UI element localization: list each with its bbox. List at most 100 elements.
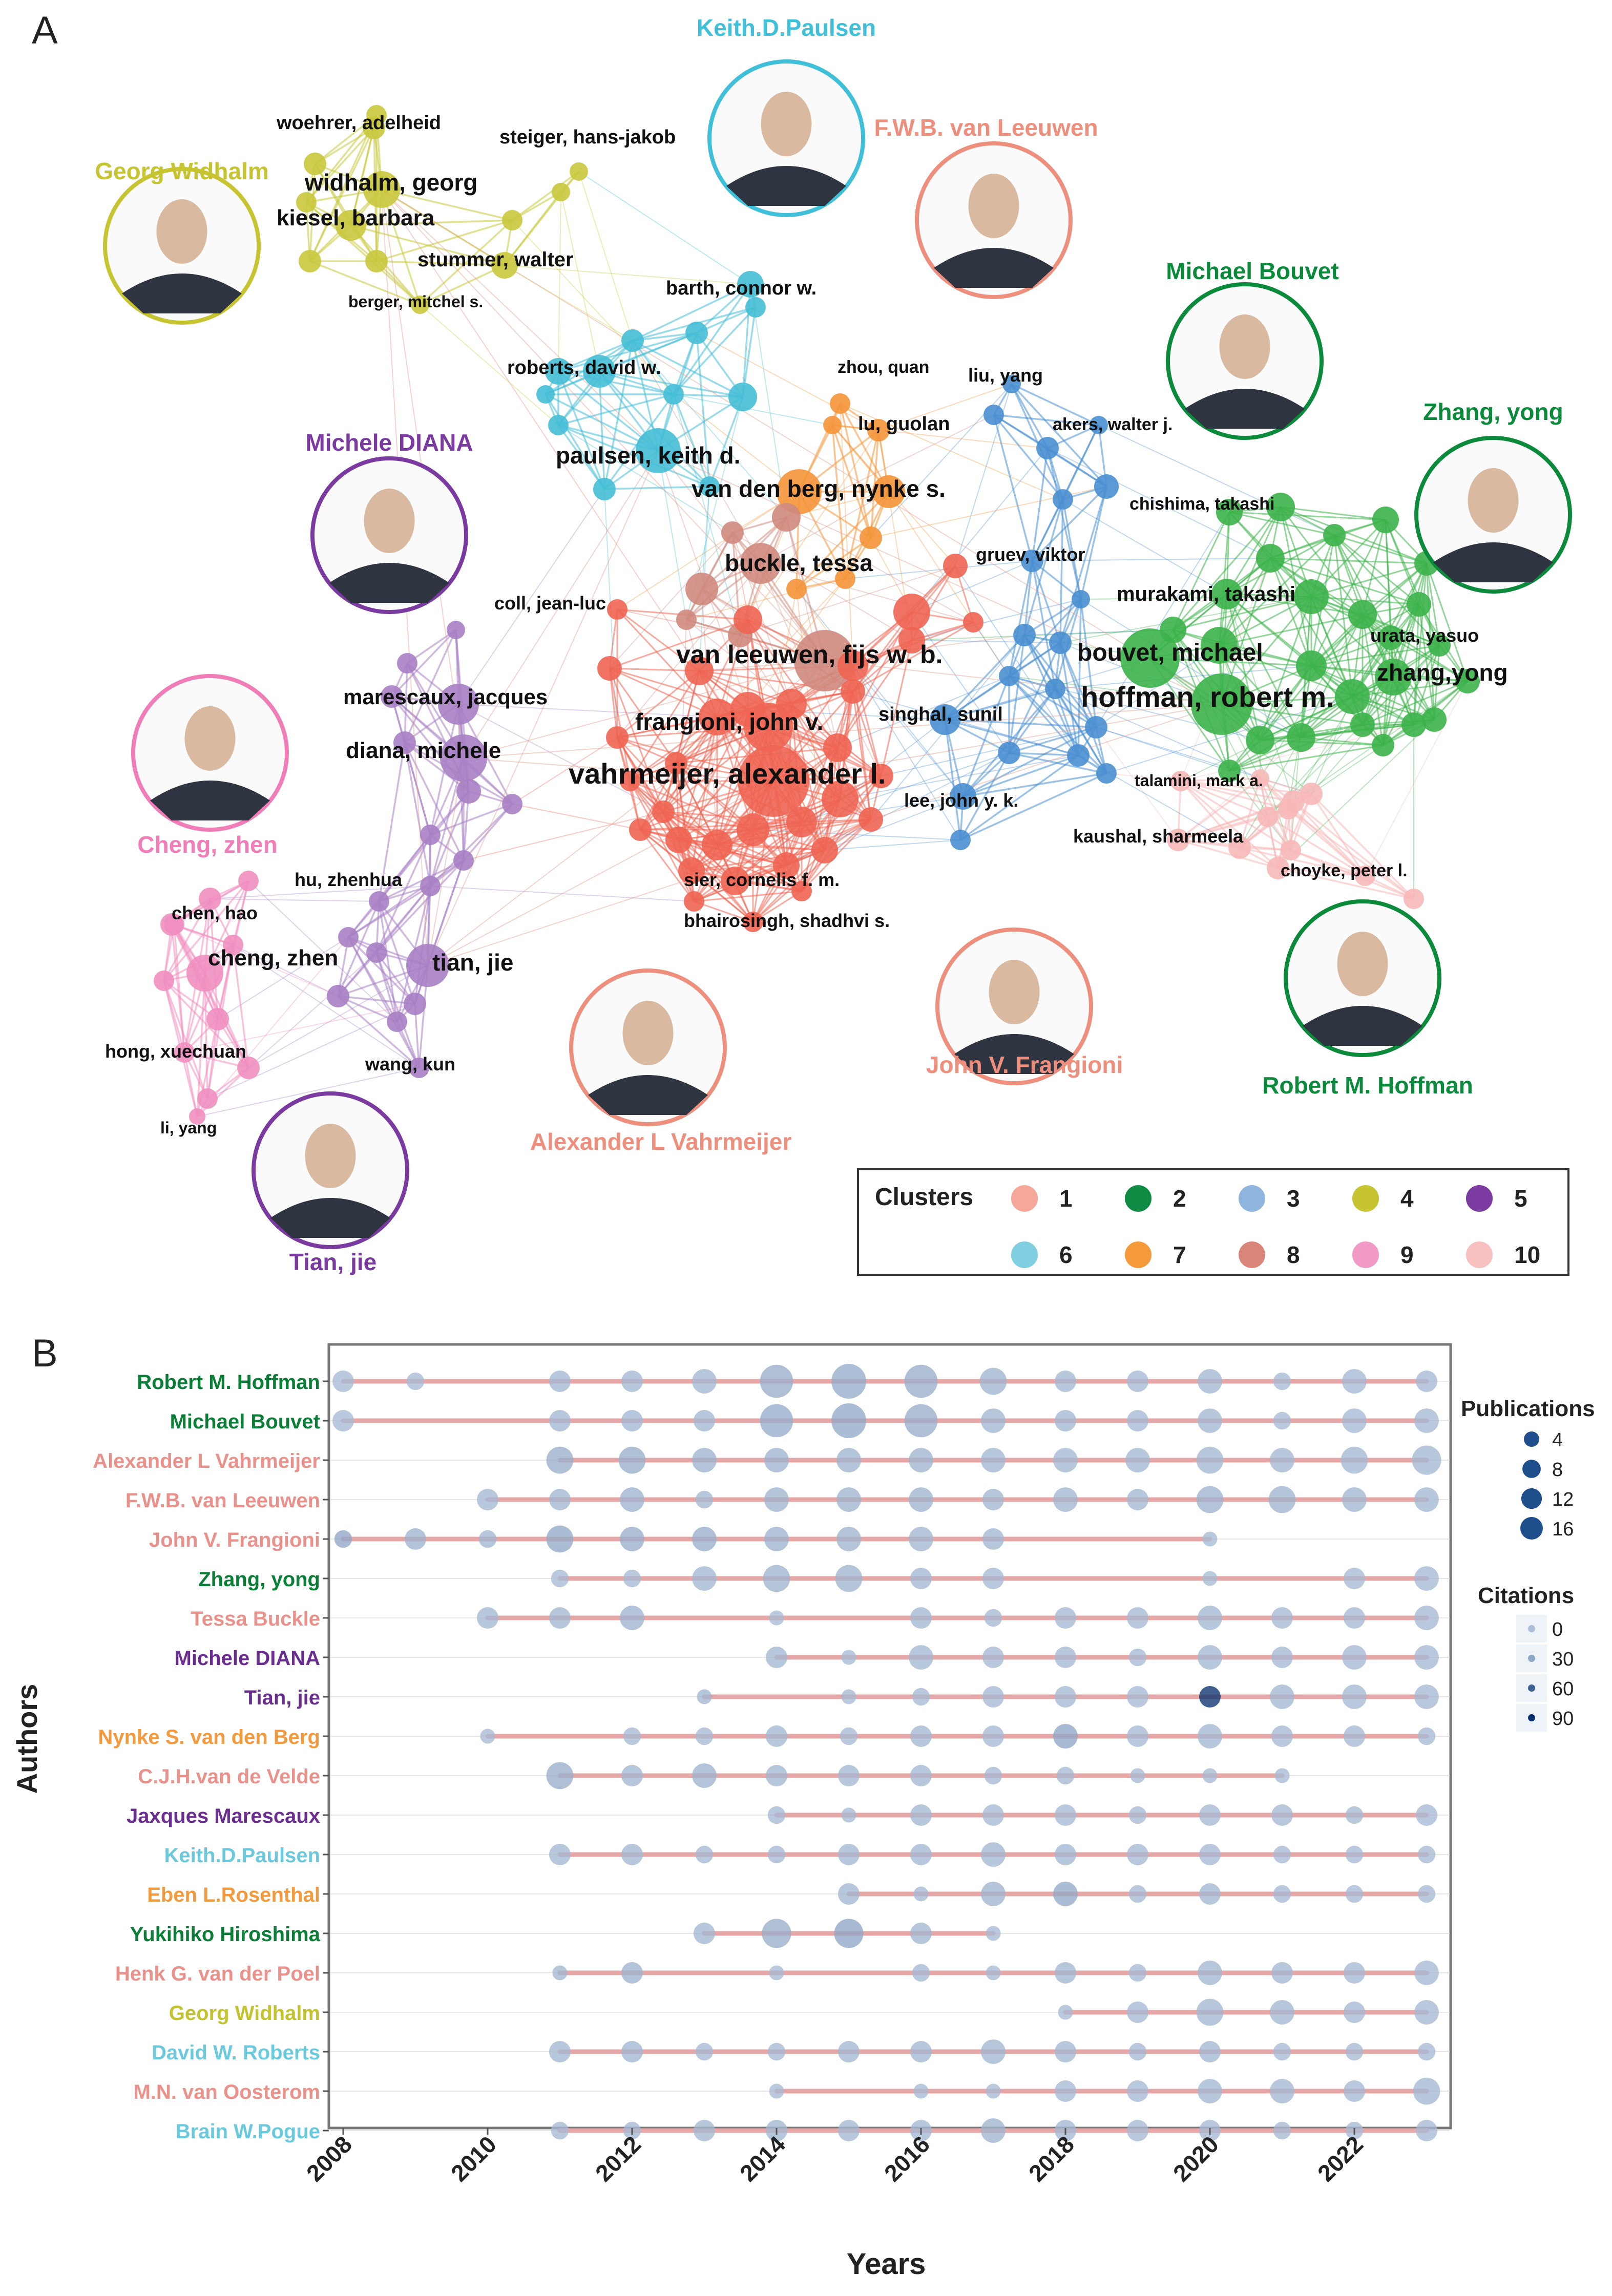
publication-dot xyxy=(836,1487,861,1512)
network-edge xyxy=(1229,511,1386,521)
author-portrait xyxy=(1414,436,1572,594)
network-edge xyxy=(675,762,787,867)
network-edge xyxy=(844,430,880,579)
network-edge xyxy=(504,265,751,285)
network-edge xyxy=(604,486,710,490)
node-label: kiesel, barbara xyxy=(277,205,435,230)
network-edge xyxy=(463,803,513,861)
portrait-name: Cheng, zhen xyxy=(137,831,277,858)
node-label: bhairosingh, shadhvi s. xyxy=(684,910,890,931)
publication-dot xyxy=(1055,1844,1076,1865)
network-edge xyxy=(1226,593,1353,698)
author-portrait xyxy=(103,167,261,325)
x-tick-label: 2022 xyxy=(1312,2131,1368,2186)
publication-dot xyxy=(1416,1371,1437,1392)
network-edge xyxy=(740,430,879,636)
network-node xyxy=(620,771,640,791)
network-node xyxy=(786,579,807,599)
network-edge xyxy=(1229,511,1335,536)
node-label: murakami, takashi xyxy=(1117,583,1295,605)
publication-dot xyxy=(984,1766,1002,1785)
network-node xyxy=(197,1088,218,1109)
network-edge xyxy=(1096,512,1230,728)
network-edge xyxy=(673,306,757,395)
network-edge xyxy=(1351,604,1420,697)
network-edge xyxy=(962,676,1010,797)
network-edge xyxy=(878,384,1012,431)
network-node xyxy=(721,867,749,895)
portrait-body xyxy=(954,1034,1074,1074)
cluster-legend-label: 5 xyxy=(1514,1185,1527,1212)
publication-dot xyxy=(984,1609,1002,1627)
network-edge xyxy=(1385,519,1440,646)
network-edge xyxy=(557,424,605,490)
node-label: roberts, david w. xyxy=(507,357,661,378)
network-node xyxy=(728,383,757,411)
publication-dot xyxy=(332,1410,354,1431)
publication-dot xyxy=(1271,1607,1293,1629)
citations-legend-dot xyxy=(1528,1655,1535,1662)
network-node xyxy=(699,699,736,735)
network-edge xyxy=(785,775,882,867)
author-label: Keith.D.Paulsen xyxy=(164,1844,320,1867)
network-edge xyxy=(1077,599,1082,756)
portrait-face xyxy=(305,1124,356,1188)
network-edge xyxy=(1287,808,1415,900)
publication-dot xyxy=(1270,1448,1294,1472)
network-edge xyxy=(1106,773,1181,782)
network-node xyxy=(1407,592,1431,617)
network-node xyxy=(1251,769,1269,788)
network-edge xyxy=(1059,642,1107,774)
network-edge xyxy=(629,781,693,871)
publication-dot xyxy=(981,2118,1006,2143)
publication-dot xyxy=(835,1565,863,1592)
publication-dot xyxy=(1345,1845,1364,1864)
network-node xyxy=(1404,889,1424,909)
publication-dot xyxy=(912,1688,930,1706)
network-node xyxy=(652,801,675,823)
network-node xyxy=(369,891,389,912)
network-edge xyxy=(742,307,757,397)
network-node xyxy=(411,296,429,314)
network-edge xyxy=(463,450,659,759)
portrait-face xyxy=(156,199,207,264)
node-label: singhal, sunil xyxy=(878,704,1003,725)
network-edge xyxy=(545,394,605,490)
network-edge xyxy=(378,901,398,1022)
network-node xyxy=(1372,507,1399,533)
citations-legend-label: 90 xyxy=(1552,1708,1574,1730)
network-edge xyxy=(824,796,964,851)
network-node xyxy=(1002,375,1021,393)
network-edge xyxy=(852,691,872,820)
network-edge xyxy=(381,188,505,266)
network-edge xyxy=(1173,629,1312,667)
node-label: paulsen, keith d. xyxy=(556,442,740,469)
publication-dot xyxy=(1127,1725,1148,1747)
publication-dot xyxy=(909,1487,933,1512)
network-node xyxy=(1120,628,1180,688)
publication-dot xyxy=(1342,1645,1367,1670)
portrait-body xyxy=(150,781,270,820)
network-edge xyxy=(911,560,1033,613)
publication-dot xyxy=(910,1607,932,1629)
publication-dot xyxy=(766,1647,787,1668)
network-edge xyxy=(378,742,406,902)
portrait-body xyxy=(122,273,242,313)
network-edge xyxy=(379,859,464,902)
network-edge xyxy=(609,668,631,782)
x-axis-title: Years xyxy=(847,2247,926,2281)
network-node xyxy=(381,685,403,708)
network-edge xyxy=(598,371,605,490)
network-edge xyxy=(1178,839,1279,869)
network-edge xyxy=(404,742,431,887)
network-edge xyxy=(694,849,825,902)
network-edge xyxy=(1173,596,1312,631)
network-node xyxy=(366,942,387,963)
publication-dot xyxy=(1345,1806,1364,1824)
network-edge xyxy=(309,115,378,262)
network-node xyxy=(1281,840,1301,860)
portrait-face xyxy=(364,489,415,553)
network-edge xyxy=(545,332,697,395)
network-edge xyxy=(404,742,465,861)
